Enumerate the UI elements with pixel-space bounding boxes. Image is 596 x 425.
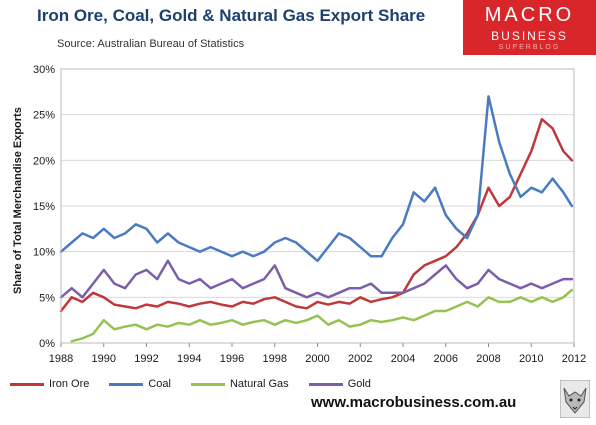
x-tick-label: 1994	[177, 353, 201, 365]
y-tick-label: 20%	[33, 155, 55, 167]
legend-swatch-iron-ore	[10, 382, 44, 386]
logo-line-3: SUPERBLOG	[498, 44, 561, 51]
series-line-natural-gas	[70, 288, 574, 343]
plot-area-border	[60, 68, 575, 344]
x-tick-label: 2008	[476, 353, 500, 365]
series-line-gold	[59, 259, 574, 299]
x-tick-label: 1996	[220, 353, 244, 365]
wolf-mascot-icon	[560, 380, 590, 418]
macrobusiness-logo: MACRO BUSINESS SUPERBLOG	[463, 0, 596, 55]
x-tick-label: 1990	[92, 353, 116, 365]
legend-swatch-coal	[109, 382, 144, 386]
legend-label-gold: Gold	[347, 378, 371, 390]
x-tick-label: 1992	[134, 353, 158, 365]
y-tick-label: 5%	[39, 292, 55, 304]
legend-swatch-gold	[308, 382, 343, 386]
x-tick-label: 1998	[263, 353, 287, 365]
chart-title: Iron Ore, Coal, Gold & Natural Gas Expor…	[37, 6, 426, 25]
x-tick-labels: 1988 1990 1992 1994 1996 1998 2000 2002 2004 2006…	[49, 343, 586, 365]
x-tick-label: 2002	[348, 353, 372, 365]
y-tick-labels: 0% 5% 10% 15% 20% 25% 30%	[33, 64, 55, 350]
website-url: www.macrobusiness.com.au	[311, 394, 517, 411]
chart-source: Source: Australian Bureau of Statistics	[57, 38, 245, 50]
y-tick-label: 10%	[33, 247, 55, 259]
series-line-iron-ore	[59, 117, 574, 313]
legend-item-gold: Gold	[308, 377, 371, 391]
x-tick-label: 2006	[434, 353, 458, 365]
legend: Iron Ore Coal Natural Gas Gold	[10, 377, 391, 391]
legend-item-coal: Coal	[109, 377, 171, 391]
y-tick-label: 25%	[33, 110, 55, 122]
legend-label-coal: Coal	[148, 378, 171, 390]
logo-line-2: BUSINESS	[491, 29, 568, 43]
legend-swatch-natural-gas	[190, 382, 225, 386]
legend-label-natural-gas: Natural Gas	[229, 378, 289, 390]
x-tick-label: 2004	[391, 353, 415, 365]
y-tick-label: 0%	[39, 338, 55, 350]
x-tick-label: 2010	[519, 353, 543, 365]
legend-item-iron-ore: Iron Ore	[10, 377, 89, 391]
legend-item-natural-gas: Natural Gas	[190, 377, 289, 391]
x-tick-label: 2012	[562, 353, 586, 365]
y-tick-label: 30%	[33, 64, 55, 76]
series-lines	[59, 95, 574, 343]
y-tick-label: 15%	[33, 201, 55, 213]
x-tick-label: 2000	[305, 353, 329, 365]
legend-label-iron-ore: Iron Ore	[49, 378, 90, 390]
x-tick-label: 1988	[49, 353, 73, 365]
series-line-coal	[59, 95, 574, 263]
logo-line-1: MACRO	[484, 4, 575, 26]
